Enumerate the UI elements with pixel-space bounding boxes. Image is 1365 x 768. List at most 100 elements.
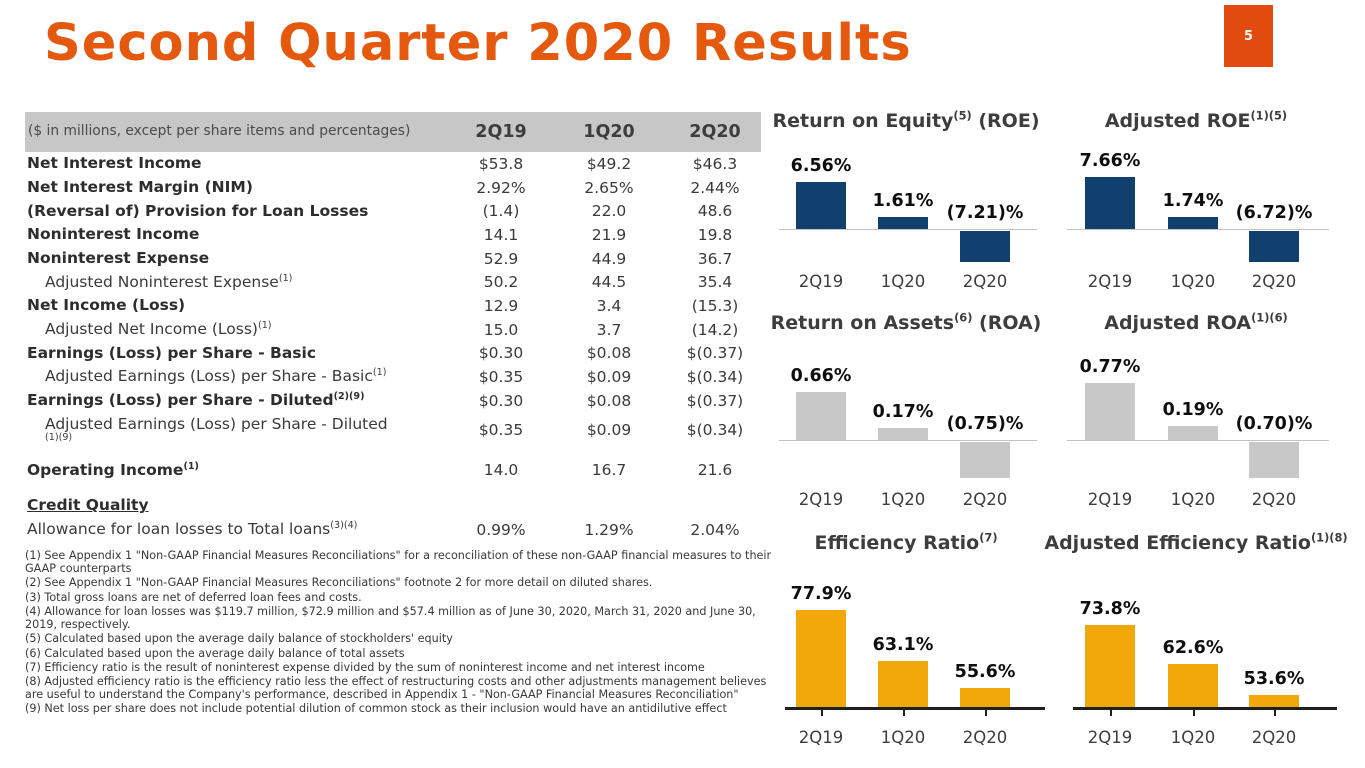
category-label: 2Q20 [1251,728,1297,747]
bar-value-label: (6.72)% [1235,203,1313,223]
row-value: 12.9 [483,296,519,315]
row-value: 15.0 [483,320,519,339]
row-value: 14.1 [483,225,519,244]
chart-axis [779,440,1037,441]
row-value: $0.30 [478,391,524,410]
row-value: 44.9 [591,249,627,268]
category-label: 2Q19 [1087,272,1133,291]
bar-1q20 [1168,663,1218,707]
category-label: 2Q20 [962,490,1008,509]
row-label: Net Interest Income [27,154,202,173]
row-value: 19.8 [697,225,733,244]
bar-2q20 [1249,442,1299,478]
table-header-caption: ($ in millions, except per share items a… [28,123,411,140]
axis-tick [903,709,905,716]
bar-2q20 [960,442,1010,478]
superscript: (1) [372,367,387,379]
category-label: 1Q20 [880,728,926,747]
bar-value-label: 0.17% [872,401,934,422]
bar-2q20 [960,687,1010,707]
bar-1q20 [878,427,928,440]
table-row: Earnings (Loss) per Share - Basic $0.30 $0… [25,342,761,366]
chart-title: Return on Equity(5) (ROE) [772,108,1040,132]
page-number-badge: 5 [1224,5,1273,67]
row-value: $(0.34) [686,420,744,439]
footnote: (7) Efficiency ratio is the result of no… [25,660,705,674]
table-row: Earnings (Loss) per Share - Diluted(2)(9… [25,389,761,413]
bar-value-label: (0.70)% [1235,414,1313,434]
bar-value-label: 55.6% [954,661,1016,682]
row-value: (1.4) [482,202,520,221]
row-label: Earnings (Loss) per Share - Diluted(2)(9… [27,390,365,410]
bar-value-label: 63.1% [872,635,934,656]
row-value: 21.6 [697,461,733,480]
row-label: Earnings (Loss) per Share - Basic [27,343,317,362]
row-value: 36.7 [697,249,733,268]
row-value: $(0.37) [686,391,744,410]
column-header-2q19: 2Q19 [475,122,527,142]
table-row: Net Interest Margin (NIM) 2.92% 2.65% 2.44% [25,176,761,200]
footnote: (2) See Appendix 1 "Non-GAAP Financial M… [25,576,653,590]
page-number: 5 [1243,28,1254,44]
row-value: $49.2 [586,154,632,173]
superscript: (6) [954,310,973,325]
table-row: Credit Quality [25,494,761,518]
bar-1q20 [878,217,928,229]
bar-2q19 [796,610,846,707]
bar-value-label: 53.6% [1243,668,1305,689]
category-label: 1Q20 [1170,272,1216,291]
chart-title: Efficiency Ratio(7) [814,530,998,554]
category-label: 2Q20 [962,272,1008,291]
row-value: 2.44% [690,178,740,197]
axis-tick [1274,709,1276,716]
superscript: (1) [278,272,293,284]
superscript: (3)(4) [330,519,358,531]
row-value: 14.0 [483,461,519,480]
chart-axis [1067,229,1329,230]
superscript: (7) [979,530,998,545]
row-value: 50.2 [483,273,519,292]
category-label: 2Q20 [1251,272,1297,291]
chart-adjusted-efficiency-ratio: Adjusted Efficiency Ratio(1)(8) 73.8% 2Q19… [1044,532,1347,764]
row-value: $0.08 [586,344,632,363]
bar-2q20 [960,231,1010,262]
bar-1q20 [1168,217,1218,229]
row-value: $0.35 [478,420,524,439]
row-value: (15.3) [691,296,739,315]
row-value: 0.99% [476,520,526,539]
row-label: Net Interest Margin (NIM) [27,177,253,196]
row-label: Credit Quality [27,496,149,515]
row-value: 2.04% [690,520,740,539]
bar-1q20 [878,661,928,707]
footnote: (9) Net loss per share does not include … [25,702,727,716]
row-value: 3.7 [596,320,622,339]
superscript: (1) [183,460,199,472]
chart-roa: Return on Assets(6) (ROA) 0.66% 2Q19 0.17% 1… [771,310,1042,518]
chart-title: Adjusted ROE(1)(5) [1104,108,1288,132]
chart-roe: Return on Equity(5) (ROE) 6.56% 2Q19 1.61% 1… [772,108,1040,310]
row-value: 16.7 [591,461,627,480]
category-label: 2Q19 [798,272,844,291]
row-value: (14.2) [691,320,739,339]
table-row: Allowance for loan losses to Total loans… [25,518,761,542]
superscript: (1)(5) [1250,108,1288,123]
row-value: 22.0 [591,202,627,221]
row-label: Net Income (Loss) [27,296,186,315]
chart-axis [785,707,1045,710]
axis-tick [1193,709,1195,716]
superscript: (1)(9) [45,432,73,444]
row-value: 52.9 [483,249,519,268]
row-value: $53.8 [478,154,524,173]
financial-table: ($ in millions, except per share items a… [25,112,761,542]
row-value: 3.4 [596,296,622,315]
superscript: (5) [953,108,972,123]
row-label: Adjusted Noninterest Expense(1) [45,272,293,291]
superscript: (1)(6) [1251,310,1288,325]
row-value: $(0.37) [686,344,744,363]
row-value: 44.5 [591,273,627,292]
bar-value-label: 0.77% [1079,357,1141,377]
category-label: 1Q20 [1170,728,1216,747]
category-label: 2Q19 [798,728,844,747]
bar-2q20 [1249,231,1299,262]
